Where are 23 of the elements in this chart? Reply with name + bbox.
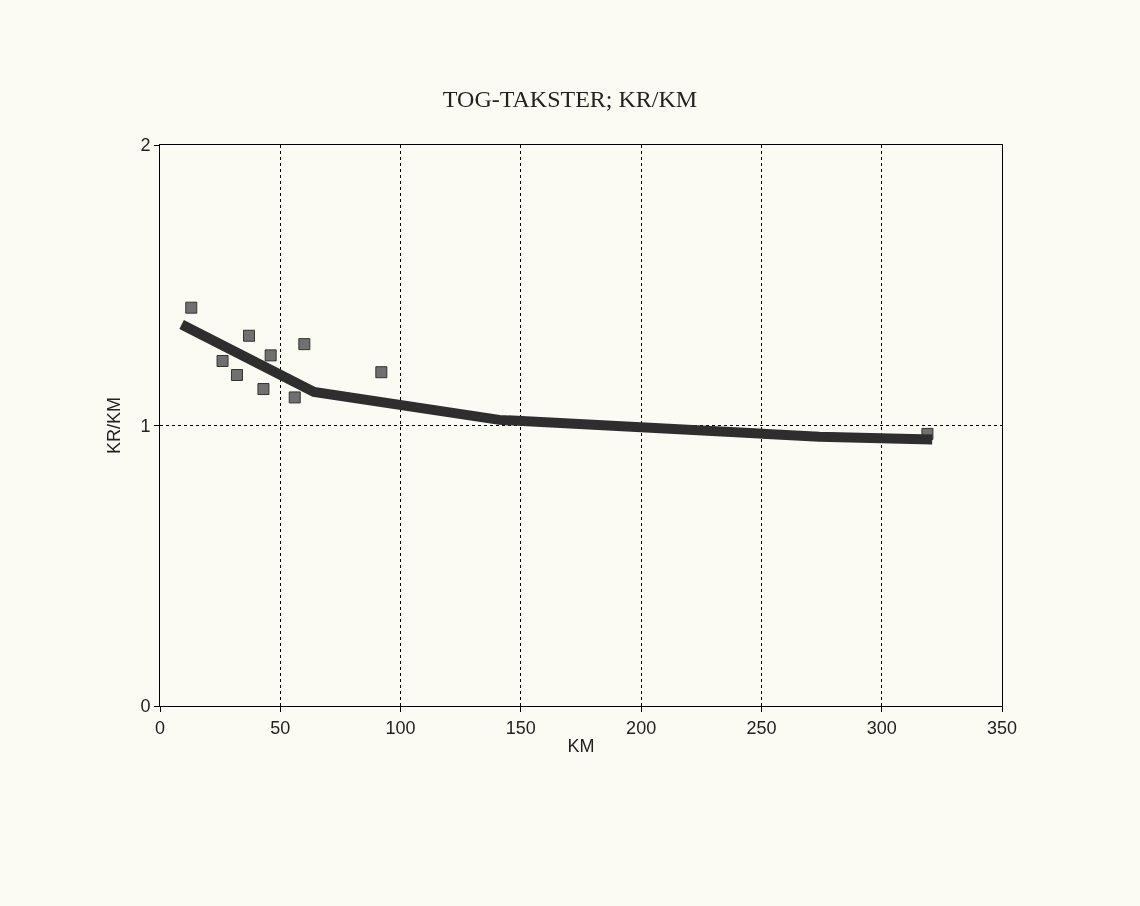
y-tick-label: 0 [140, 696, 151, 717]
x-tick-label: 100 [385, 717, 416, 738]
point [375, 366, 388, 379]
point [257, 383, 270, 396]
x-axis-title: KM [567, 735, 595, 756]
point [216, 354, 229, 367]
point [185, 301, 198, 314]
chart-title: TOG-TAKSTER; KR/KM [442, 86, 698, 113]
x-tick-label: 0 [154, 717, 166, 738]
point [298, 338, 311, 351]
x-tick-label: 350 [986, 717, 1018, 738]
point [288, 391, 301, 404]
x-tick-label: 200 [626, 717, 657, 738]
point [264, 349, 277, 362]
point [230, 369, 243, 382]
x-tick-label: 250 [746, 717, 777, 738]
y-axis-title: KR/KM [103, 396, 124, 455]
y-tick-label: 1 [140, 415, 151, 436]
x-tick-label: 300 [866, 717, 897, 738]
x-tick-label: 150 [505, 717, 536, 738]
y-tick-label: 2 [140, 135, 151, 156]
x-tick-label: 50 [270, 717, 291, 738]
point [243, 329, 256, 342]
